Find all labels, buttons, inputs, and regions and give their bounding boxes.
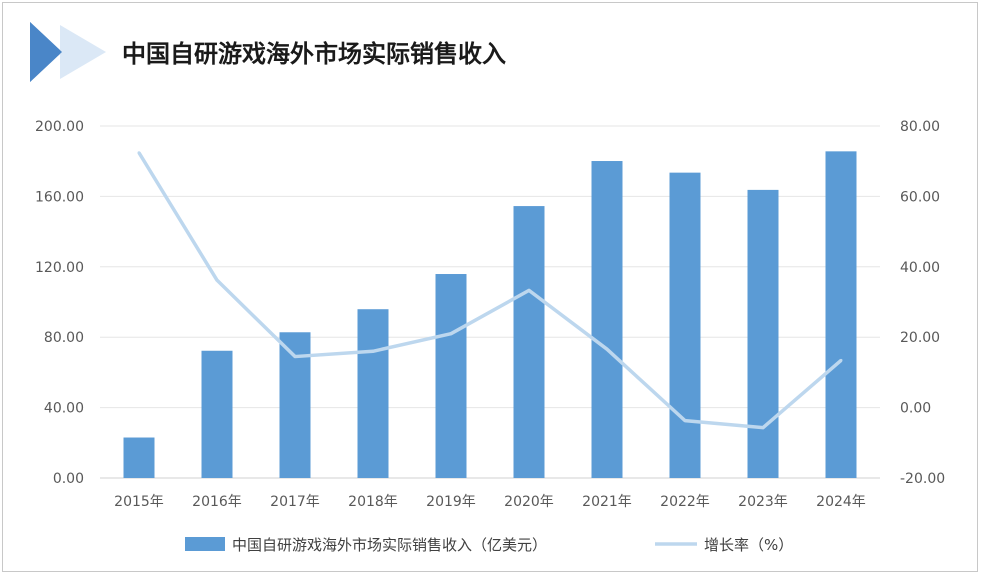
right-tick-label: 20.00 xyxy=(900,330,940,346)
x-axis-ticks: 2015年 2016年 2017年 2018年 2019年 2020年 2021年 2022年… xyxy=(114,494,866,510)
bar xyxy=(825,151,857,478)
x-tick-label: 2015年 xyxy=(114,494,164,510)
right-tick-label: 60.00 xyxy=(900,189,940,205)
left-axis-ticks: 0.00 40.00 80.00 120.00 160.00 200.00 xyxy=(35,119,84,487)
line-point xyxy=(215,278,219,282)
x-tick-label: 2019年 xyxy=(426,494,476,510)
right-axis-ticks: -20.00 0.00 20.00 40.00 60.00 80.00 xyxy=(900,119,945,487)
legend-bar-label: 中国自研游戏海外市场实际销售收入（亿美元） xyxy=(232,536,547,554)
x-tick-label: 2017年 xyxy=(270,494,320,510)
x-tick-label: 2021年 xyxy=(582,494,632,510)
bar xyxy=(747,189,779,478)
x-tick-label: 2020年 xyxy=(504,494,554,510)
x-tick-label: 2018年 xyxy=(348,494,398,510)
bar xyxy=(201,350,233,478)
left-tick-label: 40.00 xyxy=(44,401,84,417)
line-point xyxy=(761,426,765,430)
line-point xyxy=(605,347,609,351)
chart-title: 中国自研游戏海外市场实际销售收入 xyxy=(122,40,506,68)
growth-line xyxy=(137,151,843,430)
right-tick-label: 80.00 xyxy=(900,119,940,135)
left-tick-label: 0.00 xyxy=(53,471,84,487)
legend-bar-swatch xyxy=(185,537,225,551)
legend-line-label: 增长率（%） xyxy=(704,536,793,554)
bar xyxy=(669,172,701,478)
bar-series xyxy=(123,151,857,479)
bar xyxy=(591,161,623,479)
right-tick-label: 40.00 xyxy=(900,260,940,276)
line-point xyxy=(449,332,453,336)
x-tick-label: 2022年 xyxy=(660,494,710,510)
line-point xyxy=(839,358,843,362)
line-point xyxy=(683,419,687,423)
right-tick-label: -20.00 xyxy=(900,471,945,487)
left-tick-label: 120.00 xyxy=(35,260,84,276)
left-tick-label: 200.00 xyxy=(35,119,84,135)
bar xyxy=(435,274,467,478)
left-tick-label: 80.00 xyxy=(44,330,84,346)
x-tick-label: 2024年 xyxy=(816,494,866,510)
title-arrow-light xyxy=(60,25,106,79)
title-arrow-dark-front xyxy=(30,22,62,82)
bar xyxy=(123,437,155,478)
bar xyxy=(513,206,545,478)
x-tick-label: 2016年 xyxy=(192,494,242,510)
left-tick-label: 160.00 xyxy=(35,189,84,205)
line-point xyxy=(137,151,141,155)
bar xyxy=(357,309,389,478)
line-point xyxy=(527,288,531,292)
legend: 中国自研游戏海外市场实际销售收入（亿美元） 增长率（%） xyxy=(185,536,793,554)
x-tick-label: 2023年 xyxy=(738,494,788,510)
line-point xyxy=(371,349,375,353)
line-series xyxy=(137,151,843,430)
right-tick-label: 0.00 xyxy=(900,401,931,417)
line-point xyxy=(293,355,297,359)
